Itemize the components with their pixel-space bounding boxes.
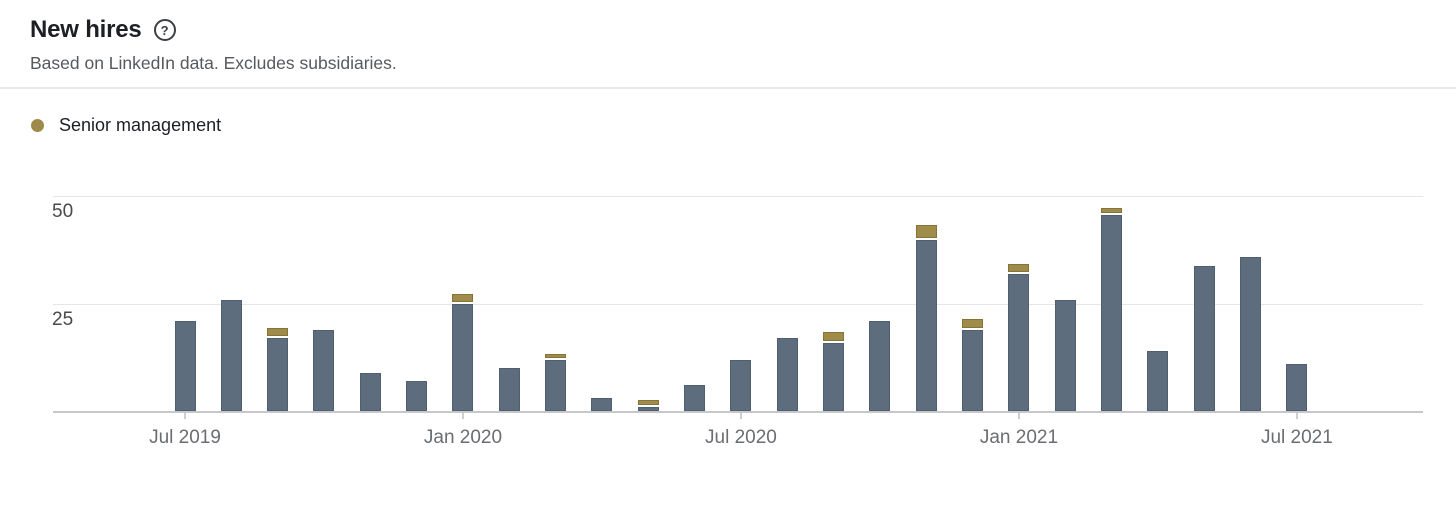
legend-dot-icon: [31, 119, 44, 132]
bar-apr-2020[interactable]: [591, 196, 613, 411]
header: New hires ?: [30, 16, 176, 44]
bar-segment-gap: [962, 327, 984, 330]
bar-segment-gap: [637, 404, 659, 407]
bar-jul-2019[interactable]: [174, 196, 196, 411]
bar-chart: 50 25 Jul 2019 Jan 2020 Jul 2020 Jan 2021 Ju…: [52, 196, 1423, 448]
bar-dec-2019[interactable]: [406, 196, 428, 411]
bar-feb-2020[interactable]: [498, 196, 520, 411]
bar-jun-2021[interactable]: [1240, 196, 1262, 411]
bar-sep-2020[interactable]: [823, 196, 845, 411]
bar-segment-total[interactable]: [1008, 274, 1030, 411]
bar-jan-2021[interactable]: [1008, 196, 1030, 411]
x-tick-label-jul-2021: Jul 2021: [1260, 427, 1333, 448]
bar-segment-senior-management[interactable]: [545, 353, 567, 358]
bar-nov-2020[interactable]: [915, 196, 937, 411]
legend-label: Senior management: [59, 115, 222, 135]
bar-aug-2019[interactable]: [220, 196, 242, 411]
bar-segment-total[interactable]: [313, 329, 335, 411]
bar-segment-senior-management[interactable]: [637, 400, 659, 405]
bar-dec-2020[interactable]: [962, 196, 984, 411]
bar-jan-2020[interactable]: [452, 196, 474, 411]
bar-may-2021[interactable]: [1193, 196, 1215, 411]
bar-segment-gap: [545, 357, 567, 360]
bar-segment-total[interactable]: [359, 372, 381, 411]
bar-segment-total[interactable]: [915, 240, 937, 411]
bar-segment-senior-management[interactable]: [1008, 263, 1030, 273]
bar-segment-total[interactable]: [1286, 364, 1308, 411]
bar-segment-senior-management[interactable]: [1101, 208, 1123, 213]
x-axis-tick: [461, 413, 464, 419]
bar-sep-2019[interactable]: [267, 196, 289, 411]
bar-may-2020[interactable]: [637, 196, 659, 411]
bar-segment-senior-management[interactable]: [452, 293, 474, 303]
bar-feb-2021[interactable]: [1054, 196, 1076, 411]
bar-mar-2021[interactable]: [1101, 196, 1123, 411]
x-axis-tick: [739, 413, 742, 419]
bar-segment-total[interactable]: [498, 368, 520, 411]
bar-mar-2020[interactable]: [545, 196, 567, 411]
bar-segment-gap: [1101, 212, 1123, 215]
x-axis-tick: [1295, 413, 1298, 419]
bar-oct-2019[interactable]: [313, 196, 335, 411]
header-divider: [0, 87, 1456, 89]
bar-segment-total[interactable]: [406, 381, 428, 411]
bar-segment-total[interactable]: [1101, 214, 1123, 411]
bar-segment-total[interactable]: [776, 338, 798, 411]
subtitle: Based on LinkedIn data. Excludes subsidi…: [30, 53, 397, 73]
bar-segment-total[interactable]: [684, 385, 706, 411]
y-tick-label-25: 25: [52, 309, 74, 330]
bar-segment-total[interactable]: [637, 406, 659, 411]
bar-segment-senior-management[interactable]: [915, 225, 937, 239]
bar-oct-2020[interactable]: [869, 196, 891, 411]
x-axis-tick: [184, 413, 186, 419]
bar-segment-total[interactable]: [1240, 257, 1262, 411]
bar-aug-2020[interactable]: [776, 196, 798, 411]
bar-segment-total[interactable]: [869, 321, 891, 411]
x-tick-label-jan-2021: Jan 2021: [979, 427, 1059, 448]
bar-jul-2020[interactable]: [730, 196, 752, 411]
bar-segment-total[interactable]: [1054, 299, 1076, 411]
bar-segment-gap: [452, 302, 474, 305]
bar-segment-total[interactable]: [730, 359, 752, 411]
bar-segment-gap: [267, 336, 289, 339]
bar-segment-gap: [1008, 272, 1030, 275]
bar-apr-2021[interactable]: [1147, 196, 1169, 411]
bar-segment-senior-management[interactable]: [962, 319, 984, 328]
bar-segment-total[interactable]: [267, 338, 289, 411]
page-title: New hires: [30, 16, 142, 43]
bar-segment-gap: [823, 340, 845, 343]
bar-segment-total[interactable]: [1193, 265, 1215, 411]
bar-jun-2020[interactable]: [684, 196, 706, 411]
bar-segment-senior-management[interactable]: [267, 327, 289, 337]
gridline-50: [53, 196, 1423, 197]
bar-nov-2019[interactable]: [359, 196, 381, 411]
bar-segment-gap: [915, 238, 937, 241]
x-tick-label-jan-2020: Jan 2020: [423, 427, 503, 448]
x-tick-label-jul-2019: Jul 2019: [149, 427, 221, 448]
bar-segment-total[interactable]: [545, 359, 567, 411]
x-axis-tick: [1017, 413, 1020, 419]
bar-segment-total[interactable]: [591, 398, 613, 411]
bar-segment-senior-management[interactable]: [823, 332, 845, 341]
bar-segment-total[interactable]: [823, 342, 845, 411]
bar-segment-total[interactable]: [220, 299, 242, 411]
legend-item-senior-management[interactable]: Senior management: [31, 115, 221, 136]
x-tick-label-jul-2020: Jul 2020: [705, 427, 777, 448]
gridline-25: [53, 304, 1423, 305]
bar-segment-total[interactable]: [174, 321, 196, 411]
bar-jul-2021[interactable]: [1286, 196, 1308, 411]
bar-segment-total[interactable]: [452, 304, 474, 411]
bar-segment-total[interactable]: [1147, 351, 1169, 411]
bar-segment-total[interactable]: [962, 329, 984, 411]
x-axis-line: [53, 411, 1423, 413]
y-tick-label-50: 50: [52, 201, 74, 222]
question-mark-circle-icon[interactable]: ?: [153, 19, 176, 41]
